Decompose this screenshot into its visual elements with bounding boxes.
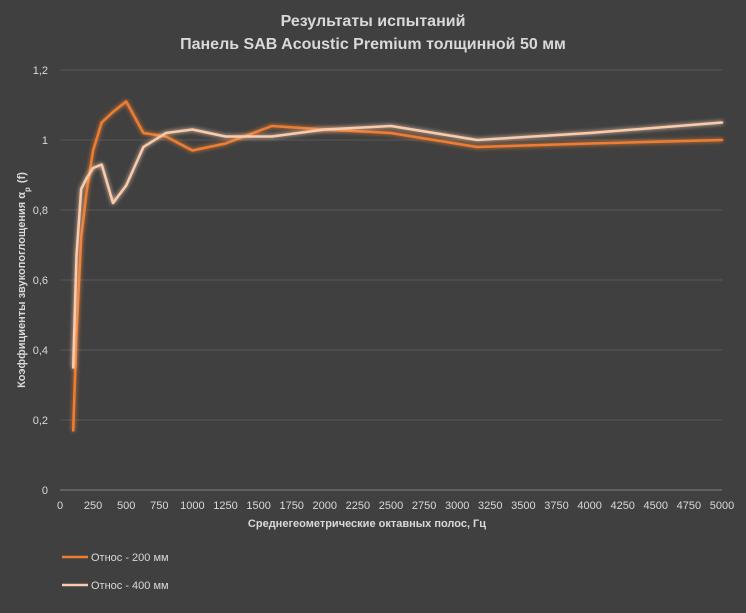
x-tick-label: 2000 bbox=[313, 500, 337, 512]
y-axis-title-subscript: p bbox=[23, 187, 32, 192]
x-tick-label: 1250 bbox=[213, 500, 237, 512]
x-tick-label: 3250 bbox=[478, 500, 502, 512]
x-tick-label: 500 bbox=[117, 500, 135, 512]
x-tick-label: 4250 bbox=[610, 500, 634, 512]
y-tick-label: 1 bbox=[42, 135, 48, 147]
x-tick-label: 2250 bbox=[346, 500, 370, 512]
y-axis-title-suffix: (f) bbox=[16, 172, 28, 183]
series-lines bbox=[71, 100, 724, 432]
x-tick-label: 5000 bbox=[710, 500, 734, 512]
x-axis-title: Среднегеометрические октавных полос, Гц bbox=[248, 518, 486, 530]
x-tick-label: 1000 bbox=[180, 500, 204, 512]
chart-title-line-1: Результаты испытаний bbox=[281, 13, 466, 30]
x-tick-label: 1500 bbox=[246, 500, 270, 512]
series-line-0 bbox=[71, 100, 724, 432]
x-tick-label: 1750 bbox=[279, 500, 303, 512]
y-tick-label: 1,2 bbox=[33, 65, 48, 77]
y-tick-label: 0,6 bbox=[33, 275, 48, 287]
x-tick-label: 2500 bbox=[379, 500, 403, 512]
x-tick-labels: 0 250 500 750 1000 1250 1500 1750 2000 2250 2500 27… bbox=[57, 500, 734, 512]
y-tick-label: 0,8 bbox=[33, 205, 48, 217]
x-tick-label: 4000 bbox=[577, 500, 601, 512]
y-tick-label: 0 bbox=[42, 485, 48, 497]
x-tick-label: 4500 bbox=[644, 500, 668, 512]
x-tick-label: 2750 bbox=[412, 500, 436, 512]
legend-item-400[interactable]: Относ - 400 мм bbox=[62, 580, 169, 592]
grid-lines bbox=[60, 69, 722, 421]
x-tick-label: 3750 bbox=[544, 500, 568, 512]
x-tick-label: 0 bbox=[57, 500, 63, 512]
x-tick-label: 3000 bbox=[445, 500, 469, 512]
legend: Относ - 200 мм Относ - 400 мм bbox=[62, 552, 169, 592]
chart-title-line-2: Панель SAB Acoustic Premium толщинной 50… bbox=[180, 36, 566, 53]
x-tick-label: 4750 bbox=[677, 500, 701, 512]
y-tick-label: 0,4 bbox=[33, 345, 48, 357]
y-tick-label: 0,2 bbox=[33, 415, 48, 427]
y-tick-labels: 0 0,2 0,4 0,6 0,8 1 1,2 bbox=[33, 65, 48, 497]
series-line-1 bbox=[71, 121, 724, 369]
legend-label-200: Относ - 200 мм bbox=[91, 552, 169, 564]
x-tick-label: 750 bbox=[150, 500, 168, 512]
x-tick-label: 250 bbox=[84, 500, 102, 512]
legend-item-200[interactable]: Относ - 200 мм bbox=[62, 552, 169, 564]
y-axis-title: Коэффициенты звукопоглощения αp (f) bbox=[16, 172, 32, 388]
legend-label-400: Относ - 400 мм bbox=[91, 580, 169, 592]
y-axis-title-main: Коэффициенты звукопоглощения α bbox=[16, 192, 28, 388]
x-tick-label: 3500 bbox=[511, 500, 535, 512]
